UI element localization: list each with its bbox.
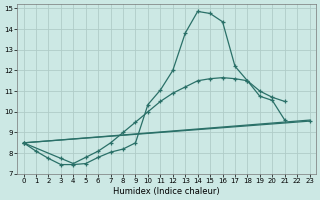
X-axis label: Humidex (Indice chaleur): Humidex (Indice chaleur): [113, 187, 220, 196]
